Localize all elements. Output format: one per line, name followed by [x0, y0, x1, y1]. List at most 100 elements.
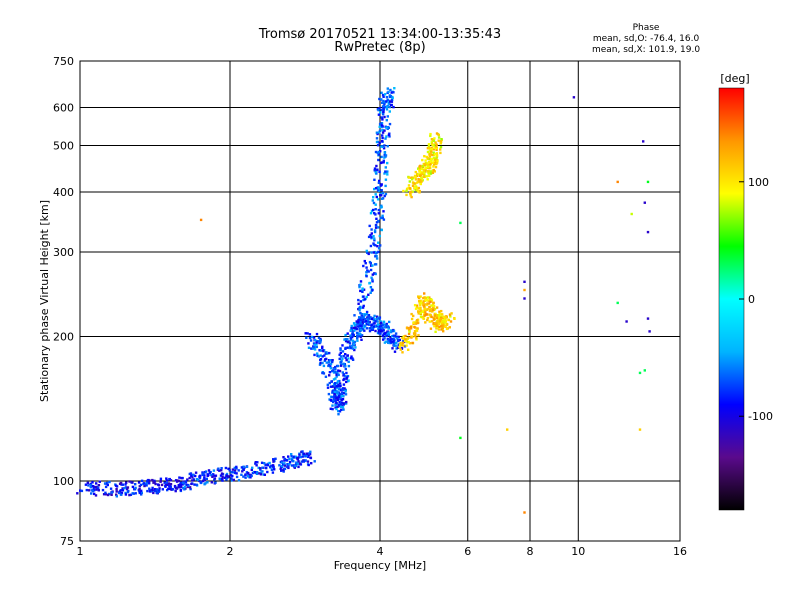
trace-point	[109, 487, 113, 490]
trace-point	[96, 485, 99, 488]
trace-point	[389, 88, 392, 92]
trace-point	[283, 457, 286, 461]
trace-point	[291, 459, 294, 462]
trace-point	[380, 228, 383, 232]
trace-point	[356, 321, 360, 324]
trace-point	[288, 463, 291, 466]
trace-point	[372, 319, 375, 322]
trace-point	[167, 487, 170, 490]
trace-point	[287, 464, 290, 467]
trace-point	[367, 252, 370, 256]
trace-point	[360, 338, 363, 341]
trace-point	[439, 148, 442, 151]
trace-point	[423, 307, 427, 311]
trace-point	[392, 91, 395, 94]
trace-point	[160, 483, 164, 487]
trace-point	[427, 143, 431, 146]
trace-point	[328, 351, 331, 355]
trace-point	[436, 314, 439, 317]
trace-point	[297, 465, 300, 469]
trace-point	[93, 492, 96, 496]
outlier-point	[523, 297, 526, 300]
trace-point	[429, 314, 432, 317]
trace-point	[336, 380, 340, 383]
trace-point	[115, 490, 118, 493]
trace-point	[390, 100, 394, 103]
trace-point	[415, 328, 418, 331]
trace-point	[382, 159, 385, 162]
trace-point	[404, 334, 407, 338]
trace-point	[379, 192, 382, 195]
trace-point	[342, 402, 345, 405]
trace-point	[423, 305, 426, 309]
trace-point	[405, 193, 408, 197]
x-tick-label: 8	[527, 545, 534, 558]
trace-point	[346, 338, 349, 341]
trace-point	[272, 458, 275, 461]
trace-point	[104, 493, 108, 496]
trace-point	[247, 475, 250, 478]
trace-point	[313, 460, 316, 463]
trace-point	[419, 311, 422, 315]
trace-point	[365, 295, 368, 299]
trace-point	[384, 170, 387, 173]
trace-point	[165, 477, 168, 480]
trace-point	[151, 486, 154, 490]
trace-point	[342, 373, 346, 376]
trace-point	[108, 480, 111, 484]
trace-point	[198, 475, 201, 478]
trace-point	[373, 230, 377, 234]
trace-point	[263, 462, 266, 465]
trace-point	[378, 125, 381, 129]
trace-point	[259, 467, 262, 470]
trace-point	[356, 322, 360, 325]
trace-point	[411, 190, 414, 193]
trace-point	[266, 470, 269, 474]
trace-point	[378, 179, 381, 183]
trace-point	[411, 176, 415, 179]
trace-point	[390, 99, 393, 102]
trace-point	[405, 344, 408, 347]
trace-point	[145, 484, 148, 487]
trace-point	[334, 403, 337, 407]
trace-point	[106, 483, 109, 487]
trace-point	[342, 395, 345, 398]
trace-point	[346, 332, 349, 335]
trace-point	[345, 400, 348, 404]
trace-point	[124, 491, 127, 495]
trace-point	[447, 318, 451, 322]
trace-point	[383, 154, 386, 157]
outlier-point	[616, 180, 619, 184]
trace-point	[429, 300, 432, 303]
trace-point	[386, 115, 389, 118]
trace-point	[342, 378, 345, 382]
trace-point	[328, 398, 331, 401]
trace-point	[392, 105, 395, 109]
trace-point	[237, 469, 240, 472]
trace-point	[179, 488, 182, 492]
trace-point	[413, 330, 417, 333]
trace-point	[388, 95, 392, 98]
trace-point	[307, 452, 311, 455]
trace-point	[441, 324, 444, 327]
trace-point	[381, 191, 385, 195]
trace-point	[358, 285, 361, 289]
trace-point	[436, 319, 439, 323]
trace-point	[407, 348, 410, 351]
trace-point	[341, 398, 345, 401]
trace-point	[375, 217, 378, 220]
trace-point	[235, 472, 238, 475]
trace-point	[244, 473, 247, 477]
trace-point	[106, 493, 110, 497]
trace-point	[408, 180, 411, 183]
outlier-point	[643, 201, 646, 204]
trace-point	[347, 364, 351, 368]
trace-point	[325, 351, 328, 354]
trace-point	[360, 323, 363, 326]
trace-point	[395, 335, 398, 338]
trace-point	[374, 329, 377, 333]
trace-point	[383, 103, 386, 106]
trace-point	[428, 305, 431, 309]
trace-point	[386, 105, 389, 108]
trace-point	[448, 326, 451, 329]
